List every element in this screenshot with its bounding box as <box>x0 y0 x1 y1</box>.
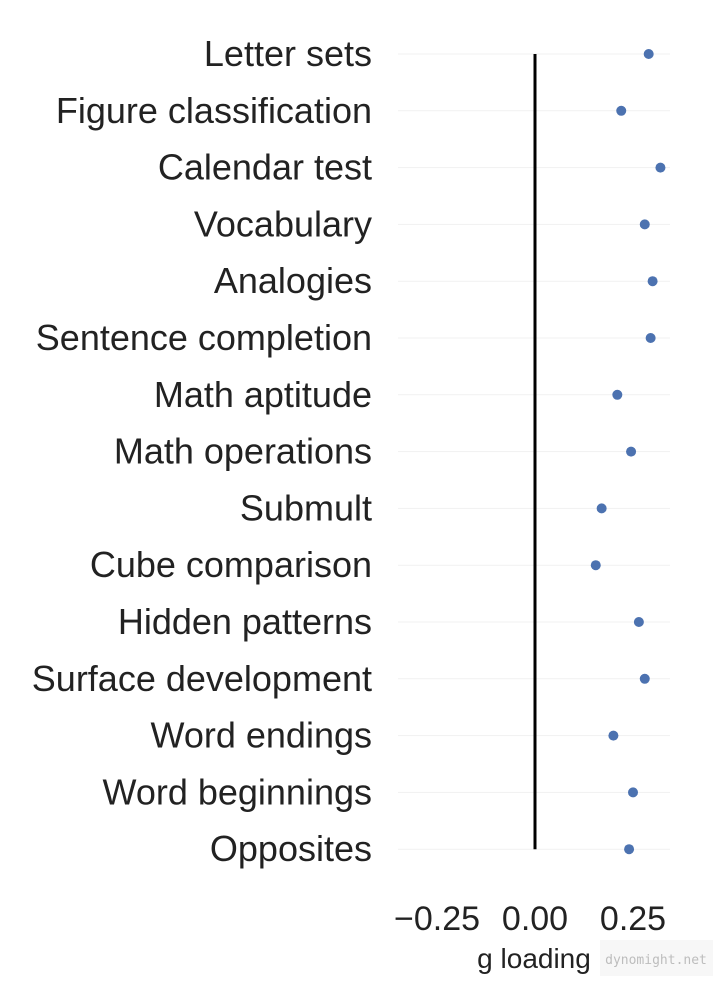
category-label: Vocabulary <box>194 203 372 244</box>
data-point <box>639 219 650 230</box>
x-tick-labels: −0.25 0.00 0.25 <box>394 900 666 938</box>
data-point <box>624 844 635 855</box>
category-label: Sentence completion <box>36 317 372 358</box>
data-points <box>590 49 666 855</box>
data-point <box>626 446 637 457</box>
x-axis-title: g loading <box>477 943 591 974</box>
data-point <box>612 389 623 400</box>
category-label: Letter sets <box>204 33 372 74</box>
category-label: Submult <box>240 487 372 528</box>
data-point <box>628 787 638 798</box>
data-point <box>643 49 654 59</box>
data-point <box>655 162 666 173</box>
category-label: Hidden patterns <box>118 601 372 642</box>
data-point <box>590 560 601 571</box>
watermark-text: dynomight.net <box>605 953 707 968</box>
watermark-background <box>600 940 713 976</box>
category-label: Opposites <box>210 828 372 869</box>
x-tick-label: 0.25 <box>600 900 666 938</box>
category-label: Analogies <box>214 260 372 301</box>
data-point <box>639 673 650 684</box>
category-label: Math operations <box>114 431 372 472</box>
data-point <box>608 730 619 741</box>
category-label: Word beginnings <box>102 771 372 812</box>
category-labels: Letter sets Figure classification Calendar… <box>32 33 372 869</box>
category-label: Math aptitude <box>154 374 372 415</box>
category-label: Figure classification <box>56 90 372 131</box>
x-tick-label: −0.25 <box>394 900 480 938</box>
data-point <box>596 503 607 514</box>
data-point <box>633 617 644 627</box>
category-label: Word endings <box>151 715 372 756</box>
data-point <box>645 333 656 343</box>
data-point <box>647 276 658 287</box>
category-label: Cube comparison <box>90 544 372 585</box>
category-label: Calendar test <box>158 147 372 188</box>
data-point <box>616 105 627 116</box>
category-label: Surface development <box>32 658 372 699</box>
x-tick-label: 0.00 <box>502 900 568 938</box>
